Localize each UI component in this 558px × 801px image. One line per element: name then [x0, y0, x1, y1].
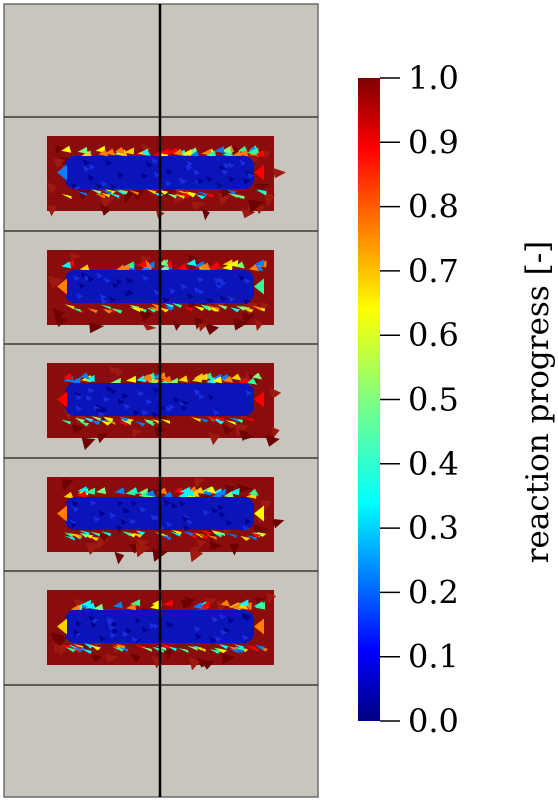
colorbar-tick-label: 0.0: [408, 702, 459, 740]
colorbar-tick-label: 0.8: [408, 188, 459, 226]
reaction-block: [47, 590, 277, 671]
reaction-block: [47, 477, 285, 565]
reaction-block: [47, 136, 287, 221]
colorbar: [358, 78, 380, 721]
colorbar-tick-label: 0.2: [408, 573, 459, 611]
colorbar-ticks: 1.0 0.9 0.8 0.7 0.6 0.5 0.4 0.3 0.2 0.1 0.0: [380, 59, 459, 740]
colorbar-tick-label: 0.5: [408, 381, 459, 419]
colorbar-tick-label: 0.9: [408, 123, 459, 161]
colorbar-tick-label: 0.3: [408, 509, 459, 547]
colorbar-tick-label: 0.7: [408, 252, 459, 290]
colorbar-tick-label: 0.4: [408, 445, 459, 483]
colorbar-tick-label: 1.0: [408, 59, 459, 97]
colorbar-label: reaction progress [-]: [520, 240, 556, 564]
colorbar-tick-label: 0.1: [408, 638, 459, 676]
reaction-block: [47, 363, 282, 451]
colorbar-tick-label: 0.6: [408, 316, 459, 354]
